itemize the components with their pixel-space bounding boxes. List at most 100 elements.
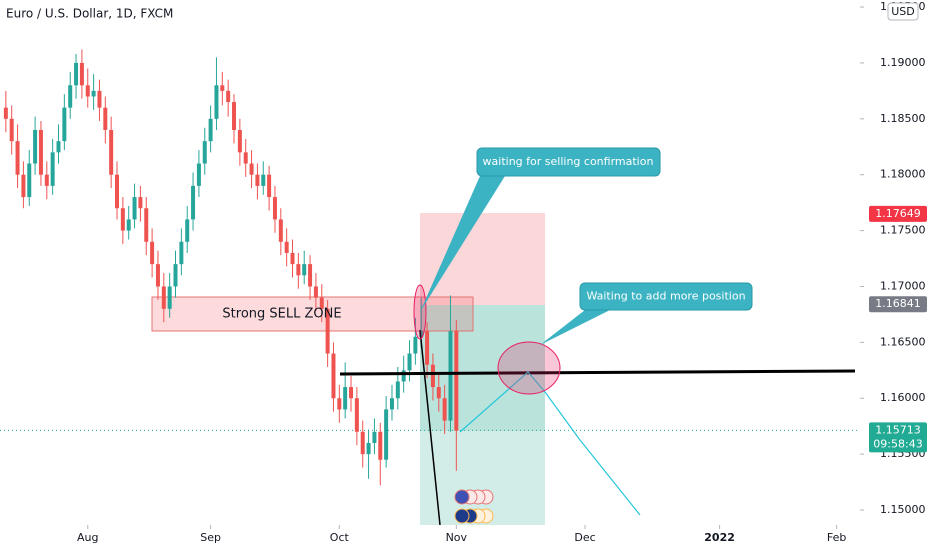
candle-body [68,85,73,108]
candle-body [425,331,430,365]
candle-body [38,129,43,175]
candle-body [366,442,371,455]
candle-body [103,107,108,130]
candle-body [138,197,143,209]
price-label: 1.16841 [875,297,921,310]
candle-body [389,398,394,410]
price-label-box [869,296,927,313]
candle-body [237,129,242,153]
y-tick-label: 1.18500 [880,112,926,125]
candle-body [378,431,383,460]
projection-path [459,371,641,516]
profit-zone [420,305,545,431]
candle-body [249,163,254,175]
callout-text: Waiting to add more position [586,290,745,303]
candle-body [430,364,435,388]
candle-body [232,102,237,130]
candle-body [407,353,412,371]
candle-body [173,264,178,287]
candle-body [454,331,459,431]
candle-body [343,387,348,410]
candle-body [132,197,137,220]
time-axis-bg [0,525,932,550]
callout-text: waiting for selling confirmation [483,155,654,168]
candle-body [354,398,359,432]
candle-body [313,286,318,298]
candle-body [419,331,424,337]
candle-body [372,431,377,443]
candle-body [226,90,231,103]
candle-body [150,241,155,265]
candle-body [448,331,453,421]
callout-pointer [540,310,610,345]
candle-body [74,62,79,86]
candle-body [9,118,14,142]
x-tick-label: Nov [446,531,468,544]
currency: USD [891,5,915,18]
y-tick-label: 1.16500 [880,335,926,348]
x-tick-label: Sep [200,531,221,544]
candle-body [272,197,277,220]
candle-body [325,308,330,354]
y-tick-label: 1.16000 [880,391,926,404]
y-tick-label: 1.18000 [880,168,926,181]
front-layer: Strong SELL ZONE waiting for selling con… [222,147,856,526]
callout-box [579,282,753,311]
candle-body [395,381,400,399]
stop-zone [420,213,545,305]
candle-body [208,118,213,142]
candle-body [3,107,8,119]
candle-body [442,398,447,421]
candle-body [191,185,196,220]
candle-body [44,174,49,186]
candle-body [261,174,266,186]
y-tick-label: 1.17000 [880,279,926,292]
price-label: 1.15713 [875,423,921,436]
candle-body [337,398,342,410]
event-icons [454,489,494,524]
candle-body [91,90,96,97]
candle-body [296,264,301,276]
candle-body [185,219,190,242]
x-tick-label: 2022 [704,531,735,544]
candle-body [27,163,32,198]
trend-line [419,329,441,526]
candle-body [50,152,55,186]
candle-body [56,141,61,153]
countdown: 09:58:43 [873,437,922,450]
x-tick-label: Oct [330,531,350,544]
horizontal-line [339,369,856,376]
x-tick-label: Feb [827,531,846,544]
candle-body [360,431,365,455]
candle-body [179,241,184,265]
candle-body [33,129,38,164]
candle-body [302,264,307,276]
candle-body [120,208,125,231]
sell-zone [151,296,474,332]
candle-body [167,286,172,309]
candle-body [413,336,418,354]
candle-body [97,90,102,108]
x-tick-label: Aug [77,531,98,544]
candle-body [79,62,84,86]
candle-body [255,174,260,186]
candle-body [290,252,295,265]
price-label-box [869,205,927,222]
currency-badge [887,2,919,21]
candle-body [243,152,248,164]
candle-body [115,174,120,209]
candle-body [220,85,225,91]
candle-body [214,85,219,119]
callout-pointer [420,176,505,312]
candle-body [21,174,26,198]
highlight-ellipse [497,341,561,395]
y-tick-label: 1.15000 [880,503,926,516]
candle-body [161,286,166,309]
callout-box [476,147,661,177]
y-tick-label: 1.19000 [880,56,926,69]
y-tick-label: 1.17500 [880,224,926,237]
candle-body [15,141,20,175]
